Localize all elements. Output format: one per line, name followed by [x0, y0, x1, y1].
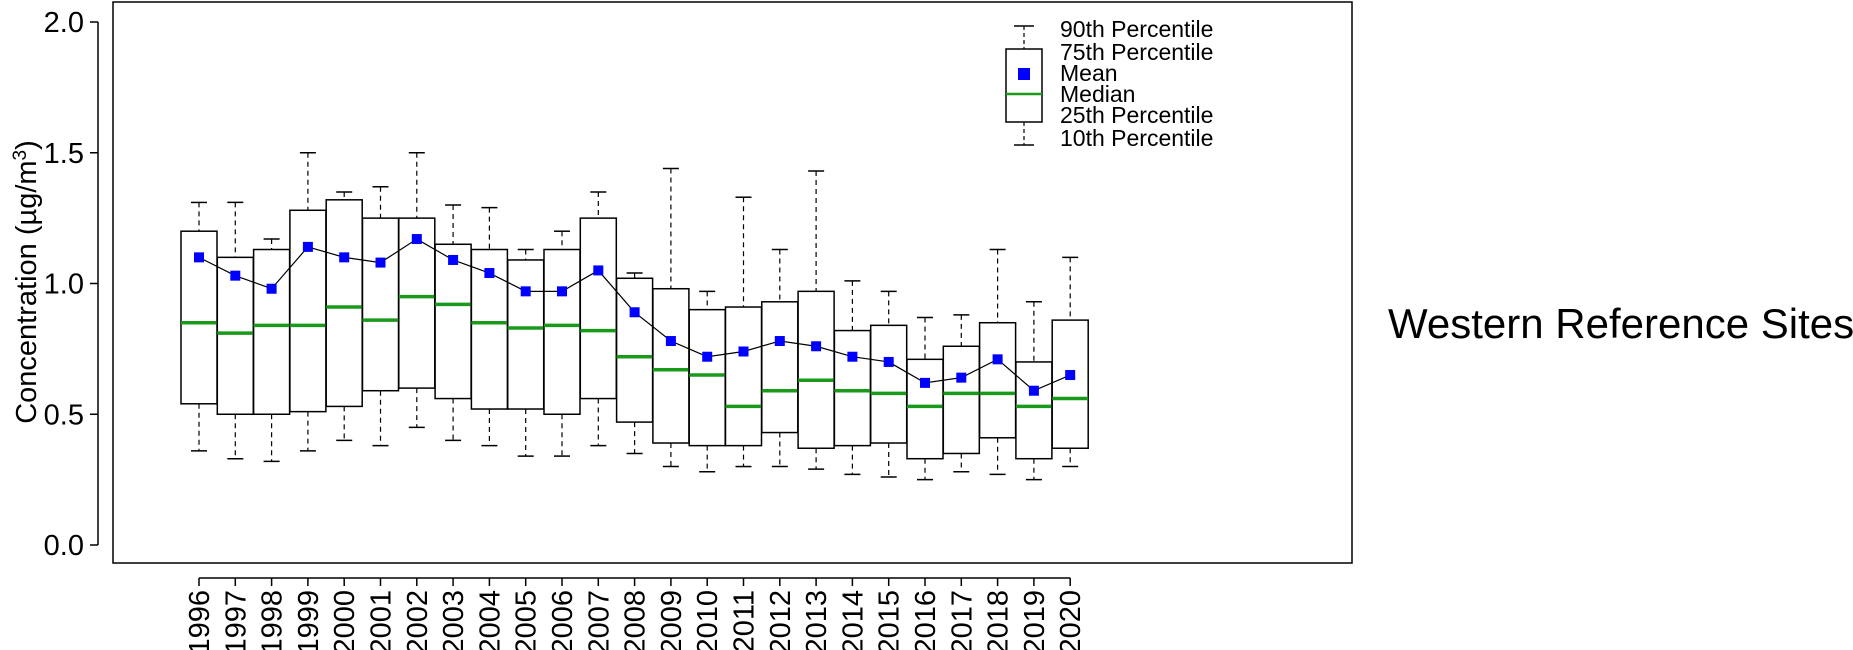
box-iqr	[289, 209, 327, 413]
x-tick-label: 2015	[874, 590, 906, 650]
box-iqr	[761, 301, 799, 434]
x-tick-label: 1998	[257, 590, 289, 650]
mean-marker	[883, 356, 894, 367]
legend-mean-marker	[1018, 68, 1030, 80]
mean-marker	[448, 254, 459, 265]
box-iqr	[942, 345, 981, 455]
y-tick-label: 1.0	[44, 269, 84, 301]
box-iqr	[543, 248, 581, 415]
x-tick-label: 2005	[511, 590, 543, 650]
x-tick-label: 2000	[329, 590, 361, 650]
box-iqr	[325, 199, 363, 408]
boxes	[180, 152, 1089, 481]
x-tick-label: 2011	[729, 590, 761, 650]
box-iqr	[724, 306, 763, 447]
legend-entry: 75th Percentile	[1060, 39, 1213, 65]
box-iqr	[652, 287, 690, 444]
x-tick-label: 2003	[438, 590, 470, 650]
x-tick-label: 1999	[293, 590, 325, 650]
x-tick-label: 2019	[1019, 590, 1051, 650]
mean-marker	[811, 341, 822, 352]
x-tick-label: 1997	[220, 590, 252, 650]
mean-marker	[847, 351, 858, 362]
x-tick-label: 2014	[837, 590, 869, 650]
box-iqr	[1051, 319, 1089, 449]
mean-marker	[1065, 370, 1076, 381]
mean-marker	[774, 336, 785, 347]
mean-marker	[920, 377, 930, 388]
mean-marker	[1028, 385, 1039, 396]
box-iqr	[216, 256, 255, 415]
x-tick-label: 2007	[583, 590, 615, 650]
mean-marker	[702, 351, 713, 362]
x-axis: 1996 1997 1998 1999 2000 2001 2002 2003 2004 2005…	[184, 577, 1087, 650]
box-iqr	[688, 308, 726, 447]
y-tick-label: 1.5	[44, 138, 84, 170]
box-iqr	[978, 321, 1017, 439]
mean-marker	[992, 354, 1003, 365]
x-tick-label: 2009	[656, 590, 688, 650]
box-iqr	[361, 217, 400, 392]
box-iqr	[1015, 361, 1053, 460]
plot-frame	[112, 1, 1353, 564]
x-tick-label: 2006	[547, 590, 579, 650]
mean-marker	[593, 265, 604, 276]
legend-entry: 90th Percentile	[1060, 16, 1213, 42]
x-tick-label: 2002	[402, 590, 434, 650]
y-tick-label: 0.5	[44, 399, 84, 431]
legend-entry: Mean	[1060, 60, 1118, 86]
y-axis-label: Concentration (µg/m3)	[10, 140, 44, 424]
y-tick-label: 2.0	[44, 7, 84, 39]
legend-entry: 10th Percentile	[1060, 125, 1213, 151]
x-tick-label: 2001	[366, 590, 398, 650]
legend-entry: 25th Percentile	[1060, 102, 1213, 128]
mean-marker	[557, 286, 567, 297]
y-tick-label: 0.0	[44, 530, 84, 562]
mean-marker	[629, 307, 640, 318]
mean-marker	[266, 283, 277, 294]
x-tick-label: 2010	[692, 590, 724, 650]
annotation-western-reference-sites: Western Reference Sites	[1388, 300, 1853, 347]
mean-marker	[738, 346, 749, 357]
x-tick-label: 2008	[620, 590, 652, 650]
x-tick-label: 2013	[801, 590, 833, 650]
box-iqr	[615, 277, 654, 423]
box-iqr	[906, 358, 944, 460]
mean-marker	[230, 270, 241, 281]
mean-marker	[375, 257, 386, 268]
mean-line	[194, 234, 1076, 396]
legend-entry: Median	[1060, 81, 1135, 107]
box-iqr	[797, 290, 835, 449]
x-tick-label: 2004	[474, 590, 506, 650]
x-tick-label: 2017	[946, 590, 978, 650]
mean-marker	[665, 336, 676, 347]
mean-marker	[302, 241, 313, 252]
x-tick-label: 2020	[1055, 590, 1087, 650]
x-tick-label: 2016	[910, 590, 942, 650]
mean-marker	[956, 372, 967, 383]
box-iqr	[579, 217, 618, 400]
mean-marker	[411, 234, 422, 245]
x-tick-label: 2018	[983, 590, 1015, 650]
box-iqr	[869, 324, 908, 444]
mean-marker	[194, 252, 204, 263]
y-axis: 0.0 0.5 1.0 1.5 2.0	[44, 7, 99, 562]
legend-box	[1005, 48, 1043, 123]
box-iqr	[506, 259, 545, 410]
mean-marker	[484, 268, 495, 279]
x-tick-label: 1996	[184, 590, 216, 650]
mean-marker	[339, 252, 350, 263]
box-iqr	[833, 329, 872, 447]
x-tick-label: 2012	[765, 590, 797, 650]
mean-marker	[520, 286, 531, 297]
box-iqr	[434, 243, 472, 400]
